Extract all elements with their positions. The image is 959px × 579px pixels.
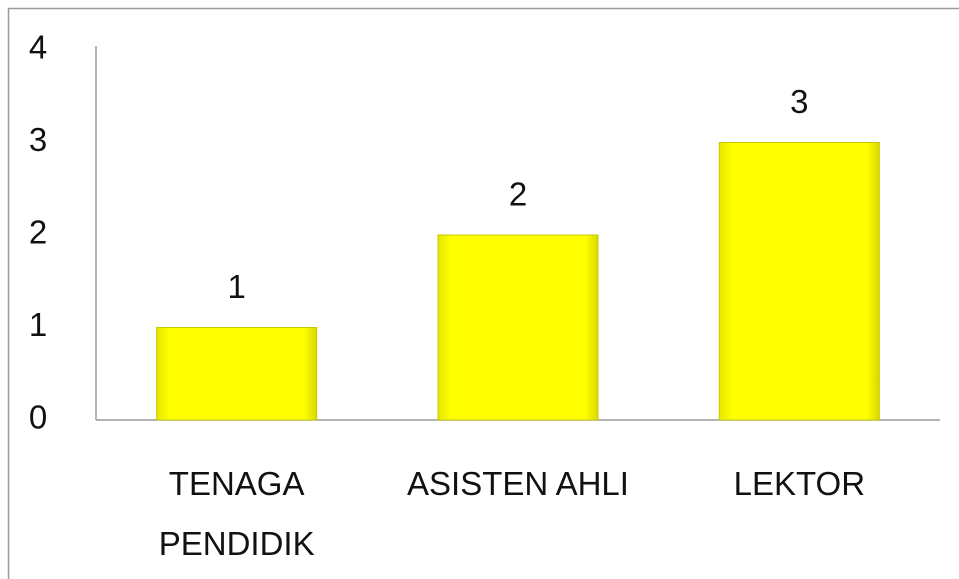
x-tick-label: LEKTOR: [733, 465, 866, 502]
y-tick-label: 1: [29, 306, 47, 343]
y-tick-label: 0: [29, 399, 47, 436]
x-tick-label: ASISTEN AHLI: [407, 465, 629, 502]
y-tick-label: 2: [29, 214, 47, 251]
x-tick-label: TENAGA PENDIDIK: [158, 465, 315, 562]
y-tick-label: 4: [29, 29, 47, 66]
data-label: 3: [790, 83, 808, 120]
data-label: 1: [227, 268, 245, 305]
data-label: 2: [509, 176, 527, 213]
chart-frame: [7, 7, 959, 579]
bar: [437, 234, 599, 421]
bar: [718, 142, 880, 421]
y-tick-label: 3: [29, 121, 47, 158]
bar: [156, 327, 318, 421]
